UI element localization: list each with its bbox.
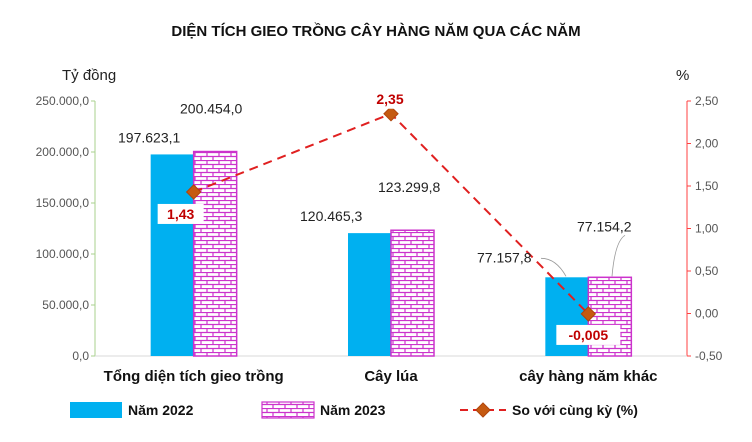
y2-tick-label: 2,50 (695, 94, 719, 108)
y2-tick-label: 2,00 (695, 137, 719, 151)
y2-axis-title: % (676, 67, 689, 84)
line-point-marker (185, 184, 202, 200)
y2-tick-label: 1,50 (695, 179, 719, 193)
legend-label-nam-2022: Năm 2022 (128, 402, 194, 418)
line-label-background (367, 88, 413, 109)
bar-nam-2023 (192, 150, 238, 357)
data-label-nam-2023: 123.299,8 (378, 179, 440, 195)
data-label-nam-2023: 200.454,0 (180, 101, 242, 117)
data-label-leader-line (611, 234, 626, 277)
data-label-nam-2022: 197.623,1 (118, 129, 180, 145)
data-label-nam-2023: 77.154,2 (577, 218, 632, 234)
x-category-label: cây hàng năm khác (519, 368, 657, 385)
data-label-leader-line (540, 257, 567, 277)
line-data-label: 2,35 (376, 91, 403, 107)
y2-tick-label: -0,50 (695, 349, 723, 363)
legend-label-nam-2023: Năm 2023 (320, 402, 386, 418)
y-tick-label: 0,0 (72, 349, 89, 363)
line-label-background (556, 324, 621, 345)
line-point-marker (383, 105, 399, 122)
y-tick-label: 50.000,0 (42, 298, 89, 312)
y-tick-label: 100.000,0 (36, 247, 90, 261)
y2-tick-label: 0,00 (695, 307, 719, 321)
bar-nam-2022 (348, 233, 391, 356)
data-label-nam-2022: 77.157,8 (477, 249, 532, 265)
bar-nam-2022 (150, 154, 194, 356)
y-tick-label: 250.000,0 (36, 94, 90, 108)
y-tick-label: 150.000,0 (36, 196, 90, 210)
legend-swatch-nam-2023 (261, 401, 315, 419)
line-point-marker (580, 306, 597, 322)
legend-swatch-marker (475, 402, 491, 418)
legend-label-so-voi-cung-ky: So với cùng kỳ (%) (512, 402, 638, 418)
line-data-label: -0,005 (568, 327, 608, 343)
x-category-label: Cây lúa (364, 368, 418, 385)
legend-swatch-nam-2022 (70, 402, 122, 418)
line-data-label: 1,43 (167, 206, 194, 222)
x-category-label: Tổng diện tích gieo trồng (104, 368, 284, 385)
y2-tick-label: 1,00 (695, 222, 719, 236)
line-label-background (157, 203, 204, 224)
chart-title: DIỆN TÍCH GIEO TRỒNG CÂY HÀNG NĂM QUA CÁ… (171, 22, 580, 40)
y2-tick-label: 0,50 (695, 264, 719, 278)
y-tick-label: 200.000,0 (36, 145, 90, 159)
data-label-nam-2022: 120.465,3 (300, 208, 362, 224)
y-axis-title: Tỷ đồng (62, 67, 116, 84)
bar-nam-2023 (390, 229, 435, 357)
